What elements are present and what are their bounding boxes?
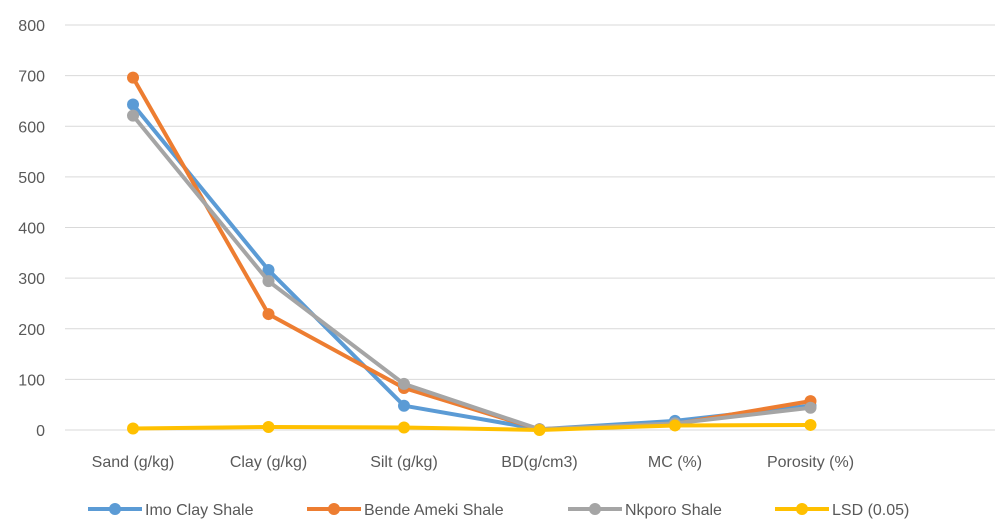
y-tick-label: 200 — [18, 322, 45, 339]
legend-label: LSD (0.05) — [832, 502, 909, 519]
y-tick-label: 800 — [18, 18, 45, 35]
y-tick-label: 100 — [18, 372, 45, 389]
legend-item: LSD (0.05) — [775, 502, 909, 519]
x-tick-label: Silt (g/kg) — [370, 454, 438, 471]
series-3 — [127, 418, 817, 436]
gridlines — [65, 24, 995, 431]
legend-item: Bende Ameki Shale — [307, 502, 504, 519]
data-point — [262, 264, 275, 277]
y-tick-label: 400 — [18, 221, 45, 238]
legend: Imo Clay Shale Bende Ameki Shale Nkporo Sh… — [88, 502, 909, 519]
data-point — [804, 401, 817, 414]
legend-swatch-marker — [109, 503, 121, 515]
legend-swatch-marker — [328, 503, 340, 515]
y-tick-label: 700 — [18, 69, 45, 86]
x-tick-label: MC (%) — [648, 454, 702, 471]
series-group — [127, 71, 817, 436]
x-tick-label: Clay (g/kg) — [230, 454, 307, 471]
data-point — [398, 377, 410, 390]
y-axis-ticks: 0 100 200 300 400 500 600 700 800 — [18, 18, 45, 440]
data-point — [262, 275, 275, 288]
legend-item: Nkporo Shale — [568, 502, 722, 519]
series-line — [131, 113, 813, 432]
data-point — [533, 423, 546, 436]
legend-label: Imo Clay Shale — [145, 502, 254, 519]
data-point — [804, 418, 817, 431]
x-axis-ticks: Sand (g/kg) Clay (g/kg) Silt (g/kg) BD(g/cm… — [92, 454, 854, 471]
series-2 — [127, 109, 817, 436]
x-tick-label: Sand (g/kg) — [92, 454, 175, 471]
data-point — [669, 419, 681, 432]
data-point — [262, 420, 275, 433]
y-tick-label: 0 — [36, 423, 45, 440]
legend-label: Nkporo Shale — [625, 502, 722, 519]
data-point — [398, 399, 410, 412]
data-point — [398, 421, 410, 434]
x-tick-label: Porosity (%) — [767, 454, 854, 471]
y-tick-label: 500 — [18, 170, 45, 187]
data-point — [127, 422, 139, 435]
series-line — [131, 102, 813, 432]
data-point — [127, 109, 139, 122]
legend-swatch-marker — [589, 503, 601, 515]
legend-swatch-marker — [796, 503, 808, 515]
series-0 — [127, 98, 817, 436]
y-tick-label: 600 — [18, 119, 45, 136]
legend-item: Imo Clay Shale — [88, 502, 254, 519]
y-tick-label: 300 — [18, 271, 45, 288]
series-line — [131, 422, 813, 432]
data-point — [127, 98, 139, 111]
x-tick-label: BD(g/cm3) — [501, 454, 577, 471]
data-point — [127, 71, 139, 84]
data-point — [262, 308, 275, 321]
legend-label: Bende Ameki Shale — [364, 502, 504, 519]
series-line — [131, 75, 813, 432]
